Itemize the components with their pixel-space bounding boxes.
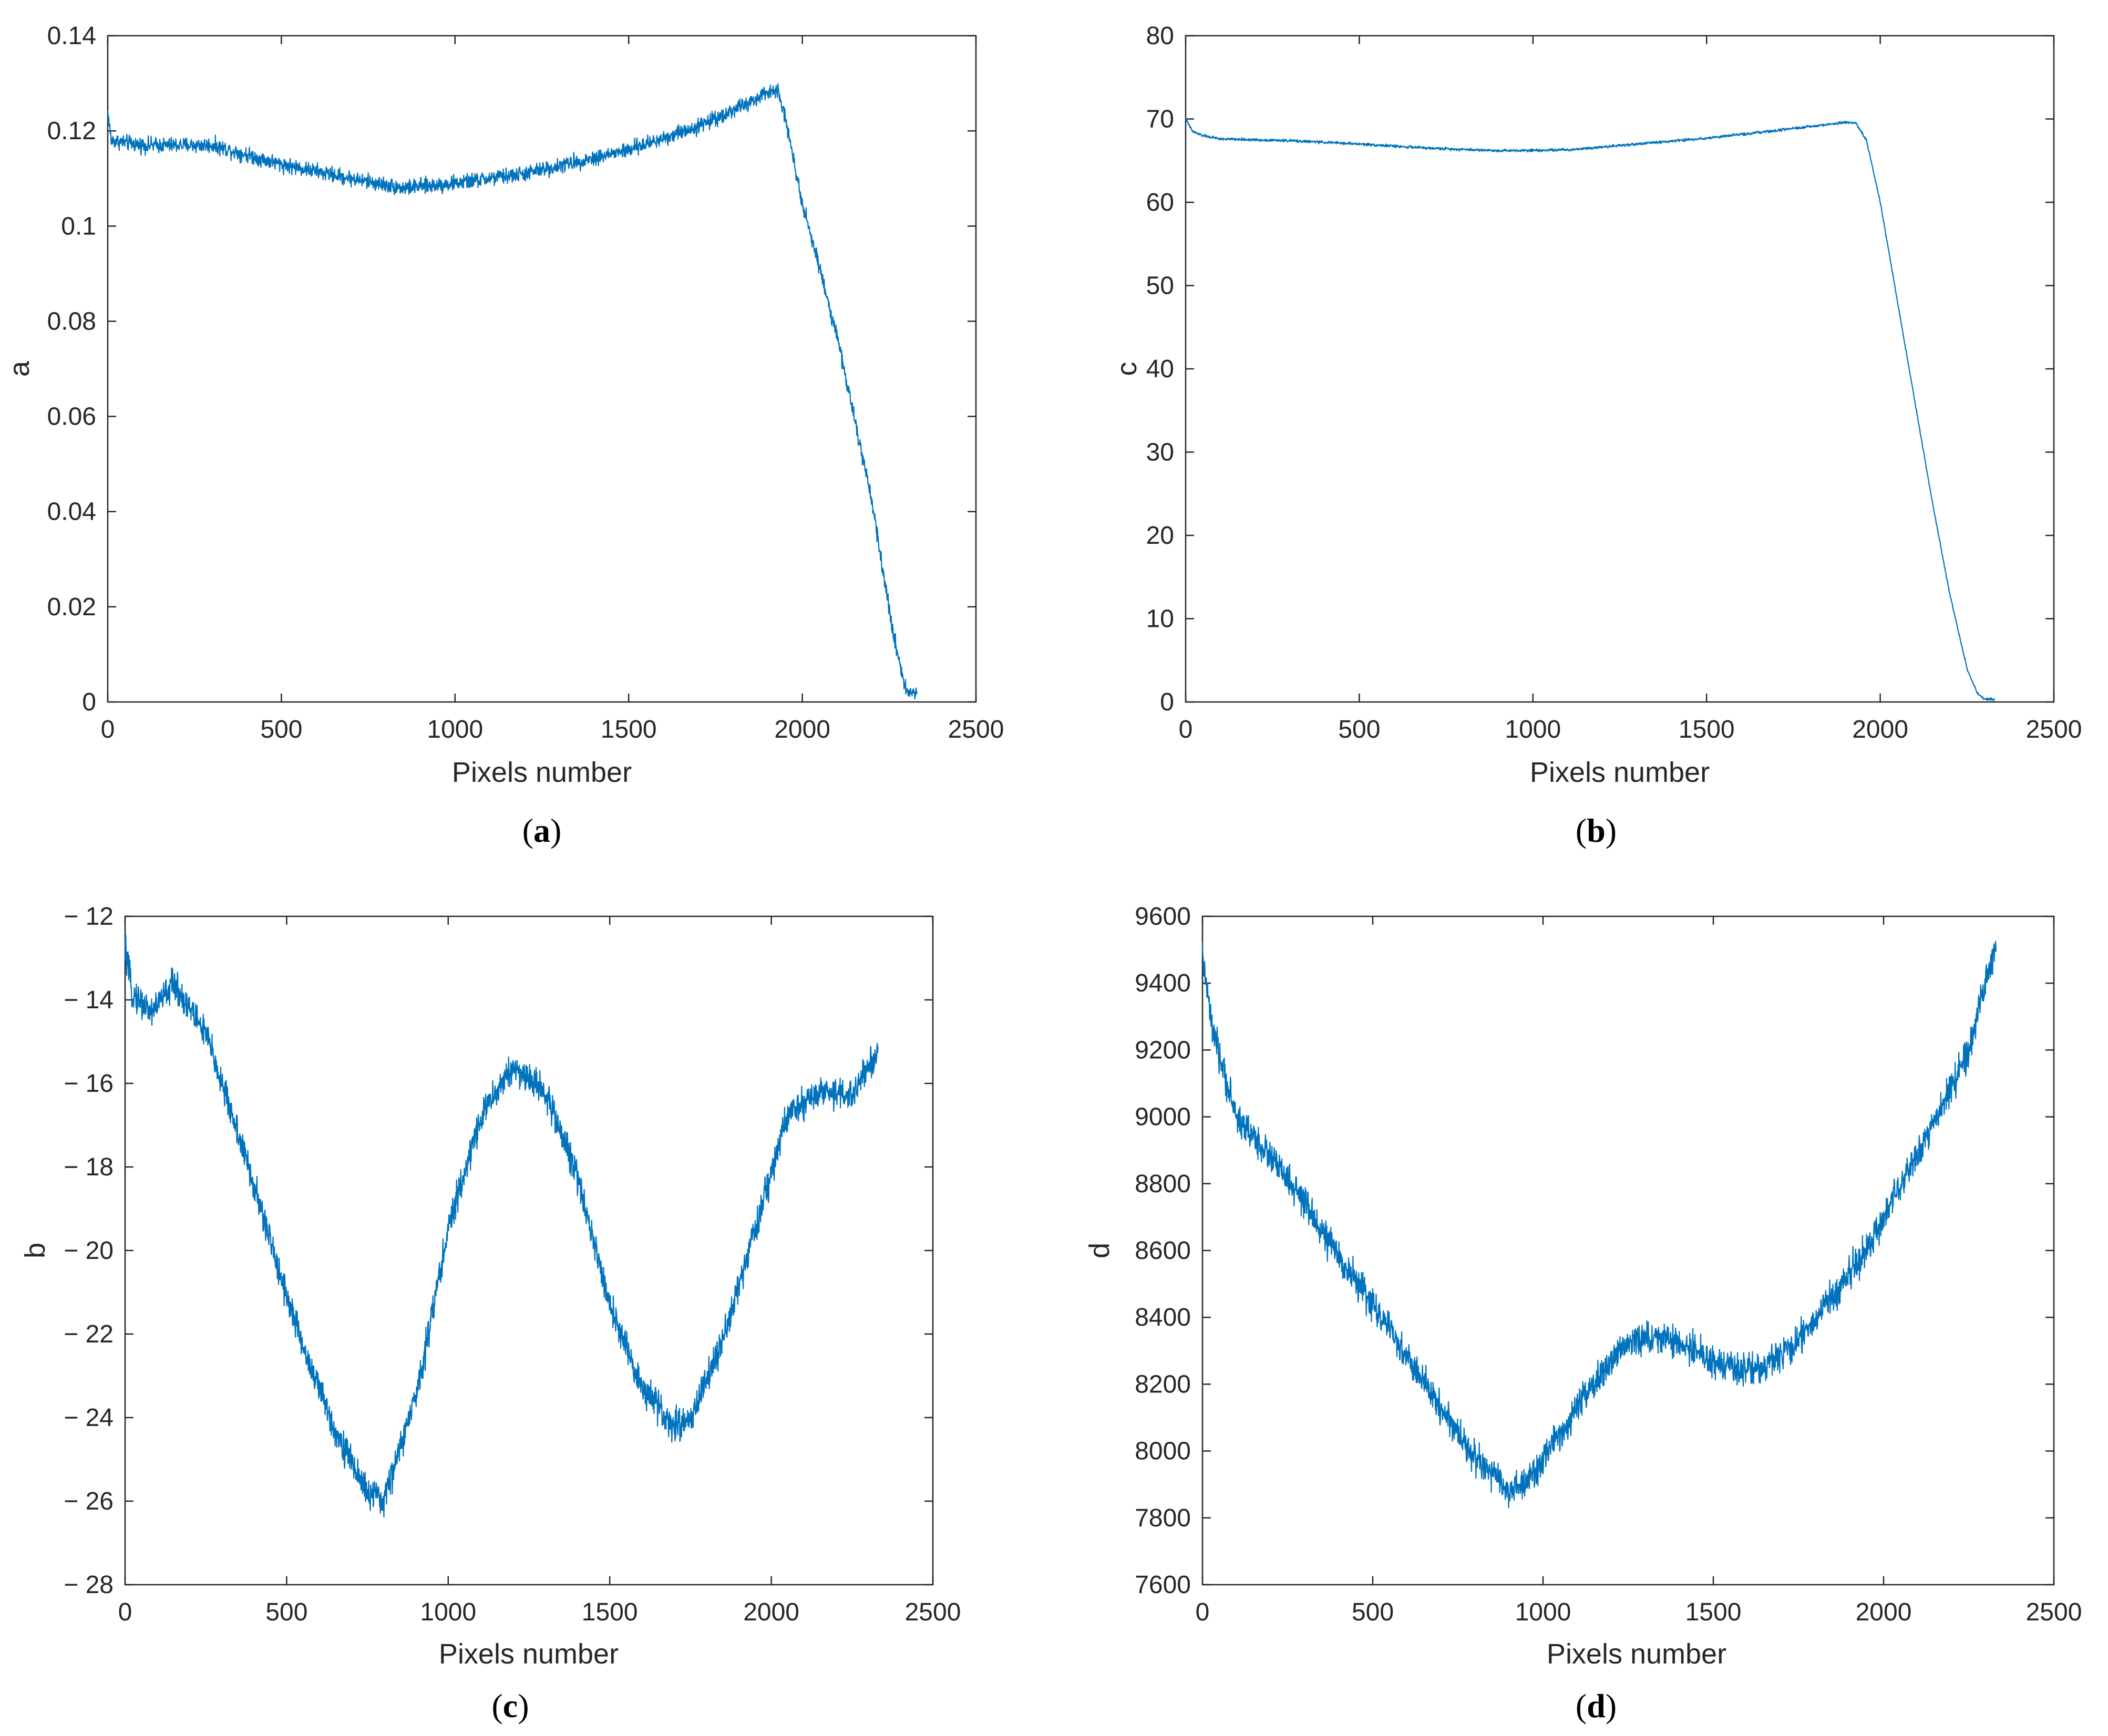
x-axis-label: Pixels number (452, 757, 632, 788)
y-tick-label: 7600 (1135, 1571, 1191, 1599)
x-tick-label: 500 (1338, 716, 1380, 743)
y-axis-label: b (19, 1243, 51, 1258)
ticks: 0 500 1000 1500 2000 2500 0 0.02 0.04 0.06 0.08 0.1… (47, 22, 1004, 743)
series-group (124, 934, 879, 1518)
y-tick-label: 0.14 (47, 22, 96, 50)
y-tick-label: 0 (82, 688, 96, 716)
x-tick-label: 2500 (2026, 716, 2082, 743)
panel-caption-letter: a (533, 812, 550, 849)
panel-caption-letter: d (1587, 1687, 1606, 1724)
y-tick-label: 60 (1146, 189, 1174, 216)
chart-panel-d: 0 500 1000 1500 2000 2500 7600 7800 8000 8200 8400… (1084, 903, 2082, 1724)
panel-caption: (c) (491, 1687, 529, 1724)
x-tick-label: 1000 (427, 716, 483, 743)
y-tick-label: 9400 (1135, 969, 1191, 997)
series-group (1201, 941, 1997, 1508)
y-axis-label: a (4, 360, 35, 377)
series-line-c (1185, 118, 1996, 701)
y-tick-label: 0.12 (47, 117, 96, 145)
x-axis-label: Pixels number (1530, 757, 1710, 788)
y-tick-label: 8400 (1135, 1304, 1191, 1331)
y-tick-label: 8600 (1135, 1237, 1191, 1265)
x-tick-label: 2500 (905, 1598, 961, 1626)
y-tick-label: 0.04 (47, 498, 96, 526)
y-tick-label: − 22 (64, 1320, 114, 1348)
series-line-a (107, 83, 918, 700)
y-tick-label: 0.1 (61, 212, 96, 240)
axes-box (107, 35, 977, 703)
series-group (107, 83, 918, 700)
y-tick-label: 8800 (1135, 1170, 1191, 1198)
y-tick-label: − 20 (64, 1237, 114, 1265)
x-tick-label: 500 (1352, 1598, 1394, 1626)
panel-caption-letter: c (503, 1687, 518, 1724)
y-tick-label: 8200 (1135, 1370, 1191, 1398)
panel-caption: (b) (1576, 812, 1617, 849)
ticks: 0 500 1000 1500 2000 2500 0 10 20 30 40 50 60 70 80 (1146, 22, 2082, 743)
ticks: 0 500 1000 1500 2000 2500 7600 7800 8000 8200 8400… (1135, 903, 2082, 1626)
x-tick-label: 0 (101, 716, 115, 743)
x-tick-label: 1500 (582, 1598, 638, 1626)
series-group (1185, 118, 1996, 701)
y-tick-label: 80 (1146, 22, 1174, 50)
y-tick-label: 7800 (1135, 1504, 1191, 1532)
y-tick-label: 8000 (1135, 1438, 1191, 1465)
x-tick-label: 500 (265, 1598, 307, 1626)
chart-panel-c: 0 500 1000 1500 2000 2500 − 28 − 26 − 24 − 22 − 20… (19, 903, 961, 1724)
chart-panel-a: 0 500 1000 1500 2000 2500 0 0.02 0.04 0.06 0.08 0.1… (4, 22, 1004, 849)
x-tick-label: 2500 (2026, 1598, 2082, 1626)
y-axis-label: c (1111, 362, 1143, 376)
panel-caption-letter: b (1587, 812, 1606, 849)
y-tick-label: − 16 (64, 1070, 114, 1098)
y-tick-label: − 12 (64, 903, 114, 931)
x-tick-label: 2000 (743, 1598, 799, 1626)
x-axis-label: Pixels number (1547, 1638, 1726, 1670)
y-tick-label: 9000 (1135, 1103, 1191, 1131)
x-tick-label: 1500 (601, 716, 657, 743)
y-tick-label: 0 (1160, 688, 1174, 716)
ticks: 0 500 1000 1500 2000 2500 − 28 − 26 − 24 − 22 − 20… (64, 903, 961, 1626)
y-tick-label: − 24 (64, 1404, 114, 1432)
x-tick-label: 1000 (1505, 716, 1561, 743)
y-tick-label: 0.08 (47, 307, 96, 335)
x-tick-label: 1500 (1679, 716, 1735, 743)
panel-caption: (d) (1576, 1687, 1617, 1724)
y-tick-label: 0.06 (47, 403, 96, 431)
axes-box (1185, 35, 2055, 703)
x-tick-label: 2000 (1856, 1598, 1912, 1626)
x-tick-label: 2500 (948, 716, 1004, 743)
x-tick-label: 1000 (420, 1598, 476, 1626)
series-line-d (1201, 941, 1997, 1508)
y-tick-label: 40 (1146, 355, 1174, 383)
y-tick-label: 9200 (1135, 1036, 1191, 1064)
chart-panel-b: 0 500 1000 1500 2000 2500 0 10 20 30 40 50 60 70 80 Pi… (1111, 22, 2082, 849)
y-tick-label: 70 (1146, 106, 1174, 133)
x-tick-label: 2000 (774, 716, 830, 743)
y-axis-label: d (1084, 1243, 1115, 1258)
y-tick-label: 30 (1146, 439, 1174, 467)
y-tick-label: 20 (1146, 522, 1174, 550)
x-tick-label: 1000 (1515, 1598, 1571, 1626)
x-tick-label: 500 (260, 716, 302, 743)
panel-caption: (a) (522, 812, 562, 849)
x-axis-label: Pixels number (439, 1638, 619, 1670)
y-tick-label: 50 (1146, 272, 1174, 300)
y-tick-label: − 26 (64, 1487, 114, 1515)
y-tick-label: − 28 (64, 1571, 114, 1599)
y-tick-label: − 18 (64, 1153, 114, 1181)
axes-box (124, 915, 934, 1586)
x-tick-label: 1500 (1685, 1598, 1742, 1626)
y-tick-label: 10 (1146, 605, 1174, 633)
y-tick-label: 9600 (1135, 903, 1191, 931)
y-tick-label: − 14 (64, 986, 114, 1014)
x-tick-label: 2000 (1852, 716, 1908, 743)
y-tick-label: 0.02 (47, 593, 96, 621)
series-line-b (124, 934, 879, 1518)
x-tick-label: 0 (118, 1598, 132, 1626)
x-tick-label: 0 (1196, 1598, 1210, 1626)
x-tick-label: 0 (1179, 716, 1193, 743)
axes-box (1201, 915, 2055, 1586)
